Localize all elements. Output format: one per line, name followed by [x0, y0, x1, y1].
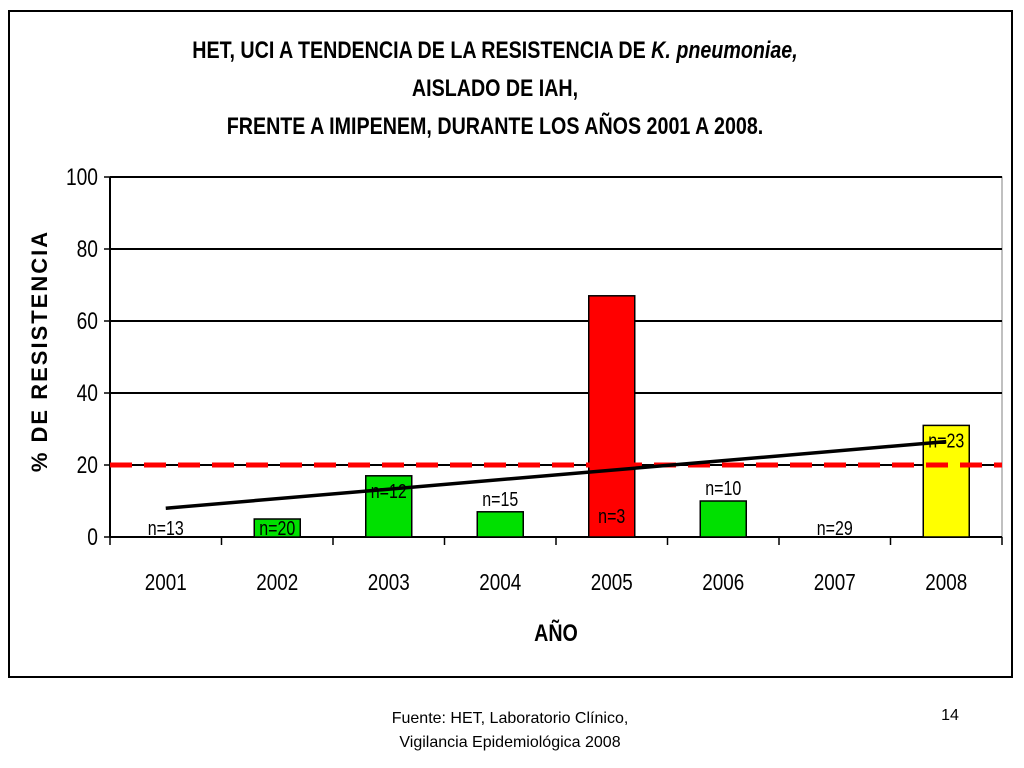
title-part1: HET, UCI A TENDENCIA DE LA RESISTENCIA D…: [192, 37, 646, 64]
source-note: Fuente: HET, Laboratorio Clínico, Vigila…: [300, 707, 720, 755]
y-tick-label: 80: [77, 235, 98, 263]
chart-title: HET, UCI A TENDENCIA DE LA RESISTENCIA D…: [147, 32, 844, 146]
title-part2: AISLADO DE IAH,: [411, 75, 579, 102]
bar-2002: [253, 518, 301, 538]
title-italic-species: K. pneumoniae,: [651, 37, 798, 64]
y-tick-label: 0: [87, 523, 98, 551]
x-tick-label-2007: 2007: [814, 570, 856, 595]
n-label-2007: n=29: [817, 517, 853, 539]
n-label-2004: n=15: [482, 488, 518, 510]
trend-line: [165, 439, 947, 510]
n-label-2006: n=10: [705, 477, 741, 499]
n-label-2002: n=20: [259, 517, 295, 539]
x-tick-label-2001: 2001: [145, 570, 187, 595]
y-tick-label: 60: [77, 307, 98, 335]
n-label-2005: n=3: [598, 505, 625, 527]
bar-2005: [588, 295, 636, 538]
x-tick-label-2006: 2006: [702, 570, 744, 595]
source-line2: Vigilancia Epidemiológica 2008: [399, 734, 621, 751]
chart-frame: [8, 10, 1013, 678]
x-tick-label-2002: 2002: [256, 570, 298, 595]
plot-area: [109, 176, 1003, 538]
bar-2004: [476, 511, 524, 538]
x-tick-label-2004: 2004: [479, 570, 521, 595]
y-tick-label: 20: [77, 451, 98, 479]
x-axis-title: AÑO: [534, 619, 578, 646]
source-line1: Fuente: HET, Laboratorio Clínico,: [391, 710, 629, 727]
n-label-2001: n=13: [148, 517, 184, 539]
y-tick-label: 40: [77, 379, 98, 407]
y-axis-title: % DE RESISTENCIA: [27, 230, 52, 472]
y-tick-label: 100: [66, 163, 98, 191]
n-label-2003: n=12: [371, 480, 407, 502]
x-tick-label-2008: 2008: [925, 570, 967, 595]
bar-2006: [699, 500, 747, 538]
page-number: 14: [941, 707, 959, 724]
title-line2: FRENTE A IMIPENEM, DURANTE LOS AÑOS 2001…: [226, 113, 764, 140]
bar-2003: [365, 475, 413, 538]
n-label-2008: n=23: [928, 430, 964, 452]
x-tick-label-2005: 2005: [591, 570, 633, 595]
x-tick-label-2003: 2003: [368, 570, 410, 595]
